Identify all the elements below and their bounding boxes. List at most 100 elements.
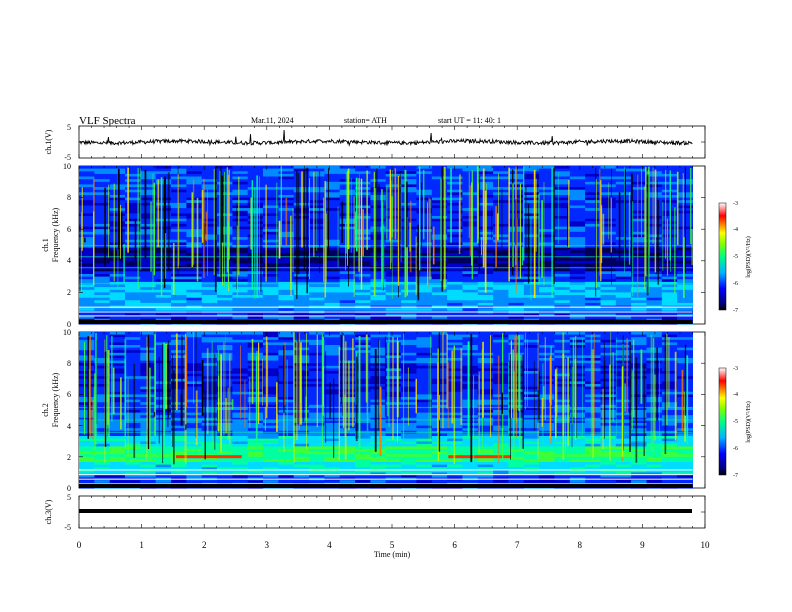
heatmap-cell <box>263 197 279 201</box>
heatmap-cell <box>79 345 95 349</box>
heatmap-cell <box>94 166 111 170</box>
heatmap-cell <box>523 399 540 403</box>
heatmap-cell <box>309 274 325 278</box>
heatmap-cell <box>554 365 571 369</box>
heatmap-cell <box>217 192 233 196</box>
heatmap-cell <box>140 454 157 458</box>
heatmap-cell <box>339 368 356 372</box>
heatmap-cell <box>431 292 448 296</box>
heatmap-cell <box>171 412 187 416</box>
heatmap-cell <box>585 302 601 307</box>
heatmap-cell <box>247 363 264 367</box>
heatmap-cell <box>416 449 433 453</box>
heatmap-cell <box>600 245 617 249</box>
heatmap-spike <box>521 247 524 266</box>
heatmap-cell <box>186 187 203 191</box>
heatmap-cell <box>416 464 433 468</box>
heatmap-cell <box>339 287 356 291</box>
heatmap-cell <box>232 258 249 262</box>
heatmap-cell <box>140 234 157 238</box>
heatmap-cell <box>186 428 203 432</box>
heatmap-cell <box>447 316 463 320</box>
heatmap-cell <box>247 245 264 249</box>
heatmap-cell <box>232 221 249 225</box>
heatmap-spike <box>347 168 350 250</box>
colorbar-1-tick-minus3: -3 <box>733 201 738 207</box>
heatmap-cell <box>339 443 356 447</box>
heatmap-cell <box>125 237 141 241</box>
heatmap-cell <box>401 425 417 429</box>
heatmap-cell <box>477 360 494 364</box>
heatmap-cell <box>263 443 279 447</box>
heatmap-cell <box>355 386 371 390</box>
heatmap-cell <box>278 313 295 317</box>
heatmap-cell <box>646 459 663 463</box>
heatmap-cell <box>539 355 555 359</box>
heatmap-cell <box>247 231 264 235</box>
heatmap-cell <box>155 316 172 320</box>
heatmap-cell <box>217 171 233 175</box>
heatmap-cell <box>631 363 647 367</box>
heatmap-cell <box>539 205 555 209</box>
heatmap-cell <box>217 355 233 359</box>
heatmap-cell <box>416 386 433 390</box>
heatmap-cell <box>278 176 295 180</box>
heatmap-cell <box>186 381 203 385</box>
heatmap-cell <box>109 404 126 408</box>
heatmap-cell <box>539 352 555 356</box>
heatmap-cell <box>94 350 111 354</box>
heatmap-cell <box>263 376 279 380</box>
heatmap-cell <box>416 308 433 312</box>
heatmap-cell <box>477 176 494 180</box>
heatmap-cell <box>569 308 586 312</box>
heatmap-cell <box>247 467 264 471</box>
heatmap-cell <box>247 332 264 336</box>
heatmap-cell <box>523 360 540 364</box>
heatmap-cell <box>401 378 417 382</box>
heatmap-cell <box>125 358 141 362</box>
heatmap-cell <box>600 415 617 419</box>
heatmap-cell <box>125 292 141 296</box>
heatmap-cell <box>508 441 525 445</box>
heatmap-cell <box>661 381 678 385</box>
heatmap-spike <box>421 182 423 250</box>
heatmap-cell <box>324 192 341 196</box>
heatmap-cell <box>585 313 601 317</box>
heatmap-cell <box>661 407 678 411</box>
heatmap-cell <box>646 308 663 312</box>
heatmap-cell <box>186 394 203 398</box>
heatmap-cell <box>94 347 111 351</box>
heatmap-cell <box>155 292 172 296</box>
heatmap-cell <box>370 316 387 320</box>
heatmap-spike <box>260 214 262 292</box>
heatmap-cell <box>247 247 264 251</box>
heatmap-cell <box>661 268 678 272</box>
heatmap-cell <box>125 337 141 341</box>
heatmap-cell <box>554 179 571 183</box>
heatmap-cell <box>247 187 264 191</box>
heatmap-cell <box>585 292 601 296</box>
heatmap-cell <box>309 258 325 262</box>
heatmap-cell <box>278 443 295 447</box>
heatmap-cell <box>370 339 387 343</box>
heatmap-cell <box>109 459 126 463</box>
heatmap-cell <box>217 250 233 254</box>
heatmap-cell <box>416 433 433 437</box>
heatmap-cell <box>247 415 264 419</box>
heatmap-cell <box>201 412 218 416</box>
heatmap-cell <box>493 216 509 220</box>
heatmap-cell <box>186 216 203 220</box>
heatmap-cell <box>278 171 295 175</box>
heatmap-cell <box>569 271 586 275</box>
heatmap-cell <box>631 226 647 230</box>
heatmap-cell <box>615 187 632 191</box>
heatmap-spike <box>345 172 348 254</box>
heatmap-cell <box>232 218 249 222</box>
heatmap-cell <box>247 394 264 398</box>
heatmap-cell <box>523 197 540 201</box>
heatmap-cell <box>355 287 371 291</box>
heatmap-cell <box>201 284 218 288</box>
heatmap-cell <box>631 402 647 406</box>
heatmap-cell <box>615 271 632 275</box>
heatmap-cell <box>171 205 187 209</box>
